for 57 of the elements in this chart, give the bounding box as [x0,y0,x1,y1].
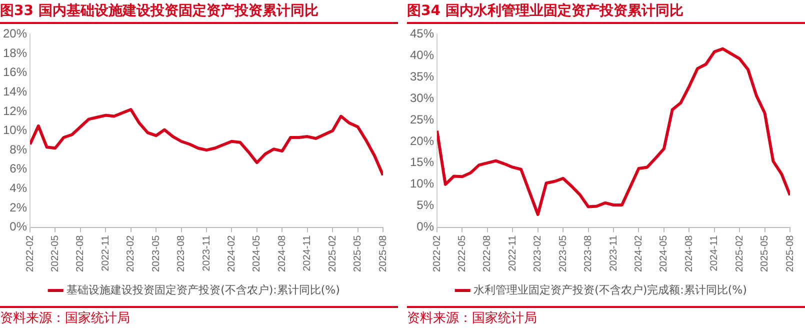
text: 资料来源：国家统计局 [407,306,805,330]
x-tick-label: 2024-02 [633,234,644,272]
chart-title: 图33 国内基础设施建设投资固定资产投资累计同比 [0,0,398,24]
y-tick-label: 18% [2,46,28,60]
y-tick-label: 10% [410,176,434,191]
y-tick-label: 16% [2,65,28,80]
x-tick-label: 2024-08 [684,234,695,272]
y-tick-label: 14% [2,84,28,98]
x-tick-label: 2023-02 [532,234,544,272]
y-tick-label: 35% [410,69,434,84]
legend-label: 水利管理业固定资产投资(不含农户)完成额:累计同比(%) [474,283,747,296]
y-tick-label: 8% [10,142,28,156]
y-tick-label: 20% [2,26,28,41]
y-tick-label: 0% [10,220,28,234]
x-tick-label: 2024-05 [658,234,670,272]
legend-label: 基础设施建设投资固定资产投资(不含农户):累计同比(%) [66,283,340,296]
x-tick-label: 2025-02 [734,234,746,272]
y-tick-label: 10% [2,123,28,138]
x-tick-label: 2022-05 [456,234,468,272]
x-tick-label: 2024-05 [252,234,263,272]
x-tick-label: 2023-08 [176,234,188,272]
y-tick-label: 40% [410,48,434,62]
x-tick-label: 2024-08 [276,234,288,272]
x-tick-label: 2022-05 [50,234,61,272]
x-tick-label: 2022-08 [482,234,494,272]
y-tick-label: 0% [416,220,434,234]
y-tick-label: 20% [410,134,434,148]
x-tick-label: 2022-02 [432,234,443,272]
x-tick-label: 2022-11 [100,234,112,272]
x-tick-label: 2023-05 [558,234,569,272]
x-tick-label: 2025-02 [327,234,338,272]
x-tick-label: 2022-08 [75,234,86,272]
x-tick-label: 2024-02 [226,234,238,272]
y-tick-label: 15% [410,155,434,170]
y-tick-label: 12% [2,104,28,118]
x-tick-label: 2022-11 [507,234,518,272]
x-tick-label: 2023-11 [201,234,212,272]
text: 资料来源：国家统计局 [0,306,398,330]
x-tick-label: 2024-11 [302,234,314,272]
x-tick-label: 2025-05 [760,234,771,272]
x-tick-label: 2025-05 [352,234,364,272]
chart-title: 图34 国内水利管理业固定资产投资累计同比 [407,0,805,24]
y-tick-label: 25% [410,112,434,126]
x-tick-label: 2023-11 [608,234,620,272]
y-tick-label: 45% [410,26,434,41]
y-tick-label: 5% [416,198,434,212]
x-tick-label: 2024-11 [709,234,720,272]
x-tick-label: 2023-05 [150,234,162,272]
x-tick-label: 2023-08 [583,234,594,272]
x-tick-label: 2022-02 [24,234,36,272]
y-tick-label: 4% [10,180,28,195]
x-tick-label: 2025-08 [378,234,389,272]
y-tick-label: 6% [10,162,28,176]
x-tick-label: 2025-08 [784,234,796,272]
y-tick-label: 30% [410,90,434,105]
y-tick-label: 2% [10,200,28,214]
x-tick-label: 2023-02 [126,234,137,272]
